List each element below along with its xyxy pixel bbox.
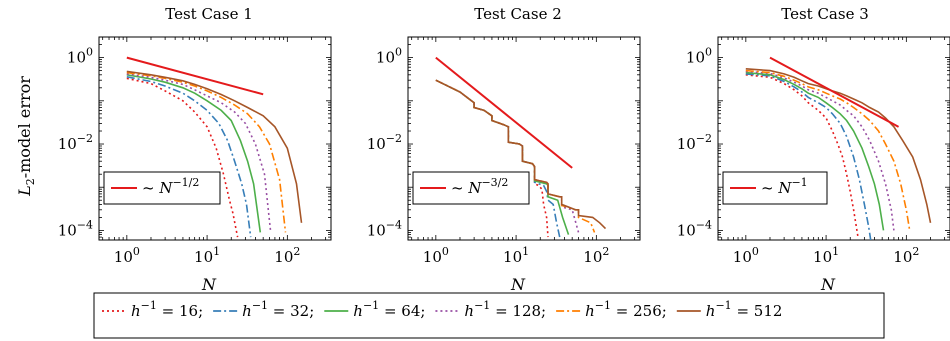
reference-slope-line <box>435 56 573 169</box>
panel-3-x-axis-label: N <box>820 275 836 294</box>
y-tick-label: 100 <box>67 46 93 67</box>
y-tick-label: 100 <box>376 46 402 67</box>
series-line-5 <box>126 71 287 233</box>
series-line-4 <box>745 70 895 231</box>
y-tick-label: 10−2 <box>58 132 93 153</box>
legend-label: h−1 = 512 <box>706 299 783 320</box>
series-line-1 <box>435 79 549 238</box>
panel-1-title: Test Case 1 <box>165 5 253 23</box>
series-line-6 <box>435 79 607 230</box>
x-tick-label: 100 <box>114 245 140 266</box>
y-tick-label: 10−4 <box>367 218 402 239</box>
series-line-2 <box>745 73 872 240</box>
legend-item-5: h−1 = 256; <box>556 299 667 320</box>
series-group <box>435 56 607 238</box>
panel-3: 100 101 102 100 10−2 10−4 ~ N−1 <box>677 36 950 266</box>
series-group <box>126 56 303 238</box>
series-line-3 <box>435 79 570 235</box>
series-line-2 <box>435 79 561 238</box>
legend-item-1: h−1 = 16; <box>102 299 203 320</box>
legend-item-6: h−1 = 512 <box>676 299 783 320</box>
series-line-6 <box>745 68 932 223</box>
reference-slope-line <box>769 56 900 128</box>
x-tick-label: 101 <box>503 245 529 266</box>
legend-item-2: h−1 = 32; <box>213 299 314 320</box>
y-axis-label: L2-model error <box>15 76 37 197</box>
panel-3-title: Test Case 3 <box>781 5 869 23</box>
series-line-5 <box>745 69 911 231</box>
series-legend: h−1 = 16; h−1 = 32; h−1 = 64; h−1 = 128; h−1… <box>102 299 782 320</box>
y-tick-label: 10−4 <box>58 218 93 239</box>
series-line-1 <box>126 77 239 238</box>
legend-label: h−1 = 16; <box>131 299 203 320</box>
plot-frame <box>407 36 641 241</box>
reference-legend-label: ~ N−1/2 <box>142 176 199 197</box>
reference-legend-label: ~ N−3/2 <box>451 176 508 197</box>
legend-item-4: h−1 = 128; <box>435 299 546 320</box>
legend-item-3: h−1 = 64; <box>324 299 425 320</box>
series-line-1 <box>745 74 859 238</box>
legend-label: h−1 = 64; <box>353 299 425 320</box>
x-tick-label: 102 <box>583 245 609 266</box>
series-group <box>745 56 932 240</box>
x-tick-label: 101 <box>194 245 220 266</box>
plot-frame <box>98 36 332 241</box>
reference-legend: ~ N−3/2 <box>412 171 530 205</box>
series-line-3 <box>126 74 262 233</box>
x-tick-label: 102 <box>274 245 300 266</box>
y-tick-label: 10−4 <box>677 218 712 239</box>
y-tick-label: 100 <box>686 46 712 67</box>
x-tick-label: 102 <box>893 245 919 266</box>
series-line-6 <box>126 70 303 223</box>
reference-legend: ~ N−1/2 <box>103 171 221 205</box>
panel-1-x-axis-label: N <box>201 275 217 294</box>
y-tick-label: 10−2 <box>677 132 712 153</box>
series-line-3 <box>745 71 885 231</box>
series-legend-box <box>93 292 885 339</box>
legend-label: h−1 = 32; <box>242 299 314 320</box>
panel-2-x-axis-label: N <box>510 275 526 294</box>
y-tick-label: 10−2 <box>367 132 402 153</box>
x-tick-label: 100 <box>733 245 759 266</box>
x-tick-label: 101 <box>813 245 839 266</box>
reference-legend-label: ~ N−1 <box>761 176 808 197</box>
panel-2-title: Test Case 2 <box>474 5 562 23</box>
series-line-4 <box>126 73 272 233</box>
legend-label: h−1 = 128; <box>464 299 546 320</box>
panel-2: 100 101 102 100 10−2 10−4 ~ N−3/2 <box>367 36 641 266</box>
x-tick-label: 100 <box>423 245 449 266</box>
reference-slope-line <box>126 56 264 96</box>
series-line-2 <box>126 76 252 238</box>
plot-frame <box>717 36 950 241</box>
legend-label: h−1 = 256; <box>585 299 667 320</box>
panel-1: 100 101 102 100 10−2 10−4 ~ N−1/2 <box>58 36 332 266</box>
reference-legend: ~ N−1 <box>722 171 828 205</box>
